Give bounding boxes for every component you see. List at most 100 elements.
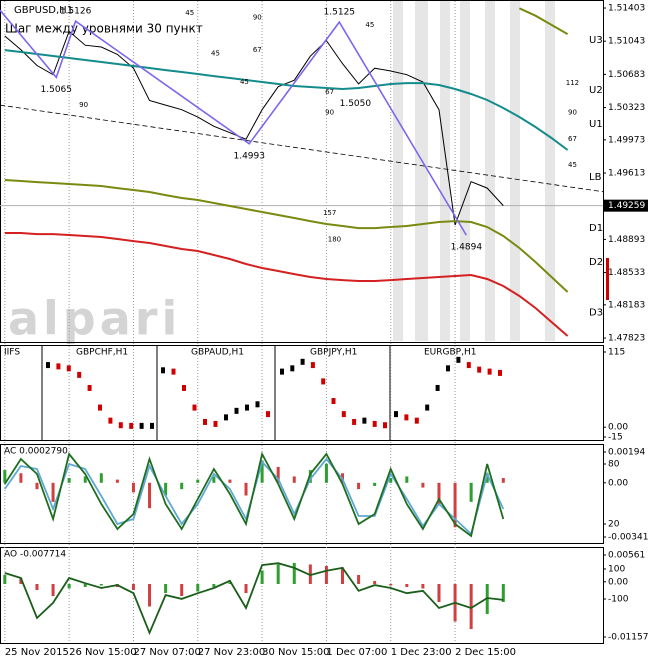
watermark: alpari (8, 292, 181, 346)
mini-candle (290, 365, 295, 372)
histogram-bar (324, 565, 328, 584)
mini-candle (171, 368, 176, 375)
mini-candle (300, 358, 305, 365)
histogram-bar (421, 482, 425, 488)
x-tick-label: 27 Nov 23:00 (198, 647, 265, 658)
last-price-label: 1.49259 (608, 201, 645, 211)
histogram-bar (373, 482, 377, 486)
panel-title: AO -0.007714 (4, 550, 66, 560)
histogram-bar (292, 562, 296, 584)
level-note: 112 (566, 79, 579, 87)
y-tick-label: 0.00 (608, 577, 628, 587)
histogram-bar (3, 574, 7, 584)
y-tick-label: 1.48893 (608, 235, 645, 245)
mini-chart-label: GBPCHF,H1 (76, 348, 128, 358)
mini-chart-label: GBPAUD,H1 (191, 348, 244, 358)
chart-title: GBPUSD,H1 (14, 5, 73, 16)
band (545, 1, 555, 341)
histogram-bar (148, 583, 152, 607)
level-note: 67 (325, 88, 334, 96)
y-tick-label: 80 (608, 460, 620, 470)
histogram-bar (148, 482, 152, 509)
price-line (4, 30, 504, 226)
histogram-bar (131, 482, 135, 493)
level-note: 180 (328, 236, 341, 244)
histogram-bar (35, 482, 39, 490)
histogram-bar (115, 479, 119, 483)
band (510, 1, 520, 341)
y-tick-label: -0.01157 (608, 633, 648, 643)
level-label: D3 (589, 308, 603, 319)
histogram-bar (405, 583, 409, 587)
mini-candle (414, 417, 419, 424)
band (460, 1, 470, 341)
panel-title: AC 0.0002790 (4, 447, 68, 457)
histogram-bar (260, 570, 264, 584)
level-note: 90 (325, 108, 334, 116)
mini-candle (446, 365, 450, 372)
mini-candle (66, 365, 71, 372)
level-label: D2 (589, 257, 603, 268)
mini-candle (435, 384, 440, 391)
histogram-bar (19, 473, 23, 483)
y-tick-label: 1.51403 (608, 4, 645, 14)
x-tick-label: 26 Nov 15:00 (69, 647, 136, 658)
mini-candle (224, 414, 228, 421)
histogram-bar (276, 466, 280, 483)
histogram-bar (180, 482, 184, 490)
band (485, 1, 495, 341)
price-line (4, 49, 569, 151)
x-tick-label: 1 Dec 07:00 (326, 647, 387, 658)
mini-candle (56, 363, 61, 370)
level-note: 45 (211, 49, 220, 57)
histogram-bar (469, 583, 473, 630)
histogram-bar (35, 583, 39, 590)
mini-candle (245, 404, 249, 411)
indicator-line (4, 562, 504, 636)
histogram-bar (485, 473, 489, 483)
histogram-bar (341, 567, 345, 584)
histogram-bar (469, 482, 473, 502)
panel-frame (0, 547, 604, 644)
level-note: 45 (568, 161, 577, 169)
y-tick-label: 1.48183 (608, 300, 645, 310)
price-label: 1.4993 (233, 151, 265, 161)
level-label: U2 (589, 85, 603, 96)
level-label: LB (589, 172, 602, 183)
level-note: 90 (79, 101, 88, 109)
histogram-bar (389, 583, 393, 586)
mini-candle (234, 407, 239, 414)
histogram-bar (244, 583, 248, 593)
mini-candle (118, 422, 123, 429)
mini-candle (77, 371, 82, 378)
histogram-bar (67, 478, 71, 483)
histogram-bar (421, 583, 425, 589)
histogram-bar (164, 482, 168, 496)
histogram-bar (196, 583, 200, 592)
level-note: 45 (365, 21, 374, 29)
band (415, 1, 428, 341)
histogram-bar (389, 478, 393, 483)
histogram-bar (405, 476, 409, 483)
level-note: 67 (253, 46, 262, 54)
mini-candle (280, 368, 284, 375)
histogram-bar (501, 583, 505, 603)
price-label: 1.5050 (340, 99, 372, 109)
y-tick-label: -100 (608, 595, 629, 605)
mini-candle (477, 366, 482, 373)
histogram-bar (131, 583, 135, 590)
histogram-bar (244, 482, 248, 496)
mini-candle (87, 384, 92, 391)
histogram-bar (437, 482, 441, 506)
mini-candle (362, 417, 367, 424)
histogram-bar (324, 463, 328, 483)
mini-candle (255, 401, 260, 408)
x-tick-label: 2 Dec 15:00 (455, 647, 516, 658)
mini-candle (331, 398, 336, 405)
level-note: 157 (323, 209, 336, 217)
mini-candle (456, 356, 461, 363)
mini-candle (383, 422, 387, 429)
mini-candle (498, 369, 502, 376)
level-label: U3 (589, 35, 603, 46)
